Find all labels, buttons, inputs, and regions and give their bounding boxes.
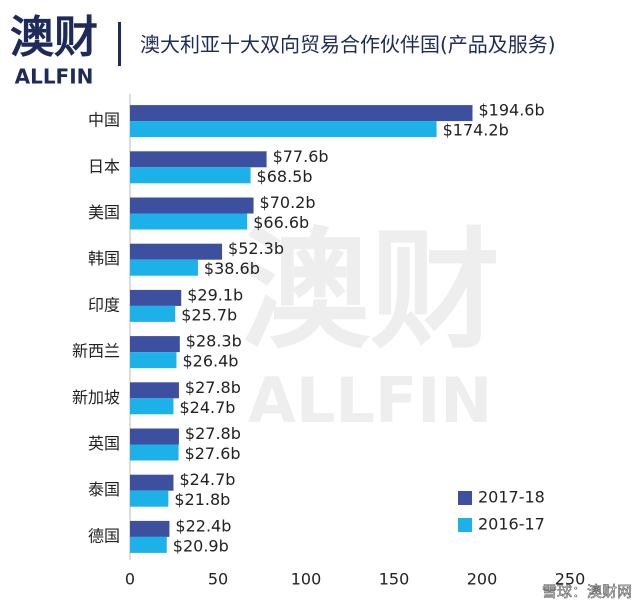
watermark-logo: 澳财 <box>240 215 500 367</box>
y-tick-label: 新加坡 <box>72 388 120 407</box>
y-tick-label: 日本 <box>88 157 120 176</box>
logo-name: 澳财 <box>10 12 98 63</box>
watermark-brand: ALLFIN <box>248 364 492 437</box>
value-label: $38.6b <box>204 259 260 278</box>
y-tick-label: 德国 <box>88 526 120 545</box>
y-tick-label: 印度 <box>88 295 120 314</box>
y-tick-label: 新西兰 <box>72 342 120 361</box>
value-label: $29.1b <box>187 285 243 304</box>
bar <box>130 444 179 461</box>
x-tick-label: 0 <box>125 570 135 589</box>
legend-swatch <box>458 491 472 505</box>
value-label: $25.7b <box>181 305 237 324</box>
x-tick-label: 250 <box>555 570 586 589</box>
bar <box>130 197 254 214</box>
value-label: $68.5b <box>257 167 313 186</box>
divider <box>118 22 121 66</box>
value-label: $174.2b <box>443 121 509 140</box>
value-label: $27.6b <box>185 444 241 463</box>
bar <box>130 289 182 306</box>
bar <box>130 259 198 276</box>
x-tick-label: 200 <box>467 570 498 589</box>
bar <box>130 167 251 184</box>
legend-swatch <box>458 518 472 532</box>
value-label: $21.8b <box>174 490 230 509</box>
value-label: $27.8b <box>185 378 241 397</box>
bar <box>130 398 174 415</box>
bar <box>130 121 437 138</box>
watermark: 雪球：澳财网 <box>542 583 632 601</box>
bar <box>130 490 169 507</box>
x-tick-label: 100 <box>291 570 322 589</box>
bar <box>130 336 180 353</box>
y-tick-label: 韩国 <box>88 249 120 268</box>
value-label: $194.6b <box>478 101 544 120</box>
value-label: $66.6b <box>253 213 309 232</box>
value-label: $24.7b <box>179 398 235 417</box>
bar <box>130 428 179 445</box>
chart-title: 澳大利亚十大双向贸易合作伙伴国(产品及服务) <box>140 33 556 57</box>
bar <box>130 243 223 260</box>
bar <box>130 151 267 168</box>
bar <box>130 474 174 491</box>
value-label: $24.7b <box>179 470 235 489</box>
y-tick-label: 美国 <box>88 203 120 222</box>
legend-label: 2017-18 <box>478 488 545 507</box>
y-tick-label: 中国 <box>88 111 120 130</box>
logo-brand: ALLFIN <box>15 65 94 89</box>
value-label: $22.4b <box>175 516 231 535</box>
bar <box>130 536 167 553</box>
value-label: $77.6b <box>273 147 329 166</box>
x-tick-label: 50 <box>208 570 228 589</box>
bar <box>130 105 473 122</box>
y-tick-label: 英国 <box>88 434 120 453</box>
x-tick-label: 150 <box>379 570 410 589</box>
bar <box>130 382 179 399</box>
value-label: $27.8b <box>185 424 241 443</box>
y-tick-label: 泰国 <box>88 480 120 499</box>
bar <box>130 305 176 322</box>
value-label: $52.3b <box>228 239 284 258</box>
value-label: $26.4b <box>182 352 238 371</box>
value-label: $70.2b <box>260 193 316 212</box>
bar <box>130 520 170 537</box>
legend-label: 2016-17 <box>478 515 545 534</box>
bar <box>130 352 177 369</box>
value-label: $28.3b <box>186 332 242 351</box>
value-label: $20.9b <box>173 536 229 555</box>
bar <box>130 213 248 230</box>
